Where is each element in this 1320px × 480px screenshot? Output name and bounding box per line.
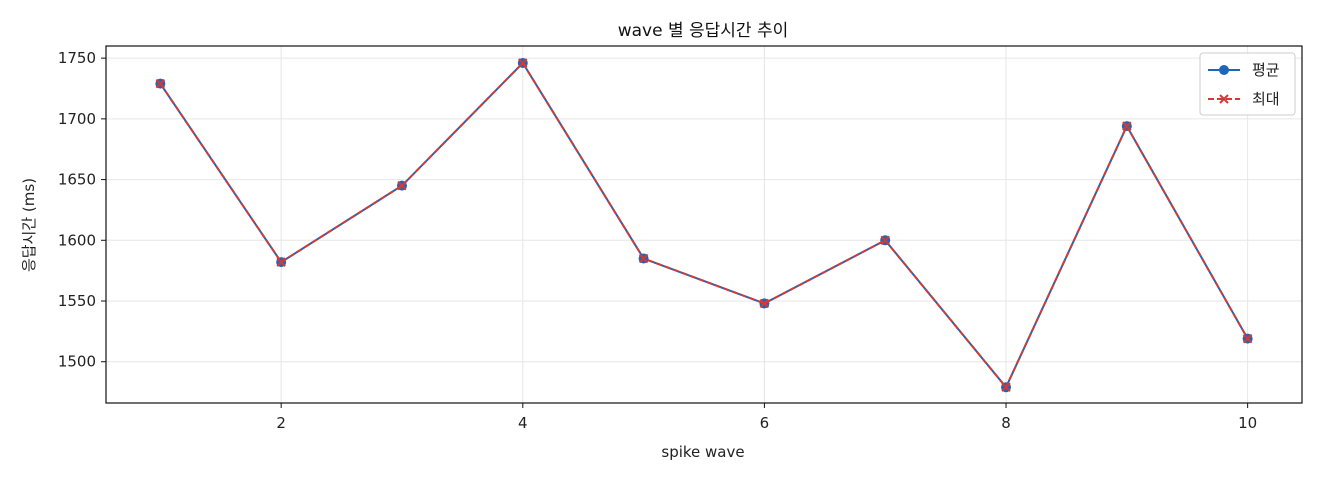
- series-line: [159, 61, 1249, 390]
- series-line: [159, 61, 1249, 390]
- x-tick-label: 4: [518, 414, 528, 432]
- data-point: [880, 235, 890, 245]
- legend-label: 최대: [1252, 90, 1280, 108]
- data-point: [1001, 382, 1011, 392]
- y-tick-label: 1650: [58, 171, 96, 189]
- x-axis: 2 4 6 8 10: [276, 403, 1257, 432]
- data-point: [518, 58, 528, 68]
- x-tick-label: 2: [276, 414, 286, 432]
- legend-item: 평균: [1208, 61, 1280, 79]
- data-point: [276, 257, 286, 267]
- series-layer: [155, 58, 1253, 393]
- data-point: [638, 253, 649, 264]
- data-point: [155, 78, 166, 89]
- legend-label: 평균: [1252, 61, 1280, 79]
- legend-box: [1199, 52, 1296, 116]
- series-1: [155, 58, 1253, 393]
- chart-title: wave 별 응답시간 추이: [618, 21, 789, 41]
- data-point: [759, 298, 770, 309]
- y-axis-label: 응답시간 (ms): [20, 178, 38, 272]
- y-axis: 1500 1550 1600 1650 1700 1750: [58, 49, 106, 371]
- data-point: [1242, 333, 1253, 344]
- y-tick-label: 1600: [58, 231, 96, 249]
- legend-marker: [1219, 94, 1229, 104]
- y-tick-label: 1550: [58, 292, 96, 310]
- y-tick-label: 1750: [58, 49, 96, 67]
- series-2: [155, 58, 1253, 392]
- y-tick-label: 1500: [58, 353, 96, 371]
- x-tick-label: 10: [1238, 414, 1257, 432]
- legend-item: 최대: [1208, 90, 1280, 108]
- legend-marker: [1219, 65, 1229, 75]
- plot-frame: [105, 45, 1303, 404]
- grid: [106, 46, 1302, 403]
- x-tick-label: 6: [760, 414, 770, 432]
- x-axis-label: spike wave: [661, 443, 744, 461]
- x-tick-label: 8: [1001, 414, 1011, 432]
- data-point: [1122, 121, 1132, 131]
- y-tick-label: 1700: [58, 110, 96, 128]
- data-point: [397, 180, 407, 191]
